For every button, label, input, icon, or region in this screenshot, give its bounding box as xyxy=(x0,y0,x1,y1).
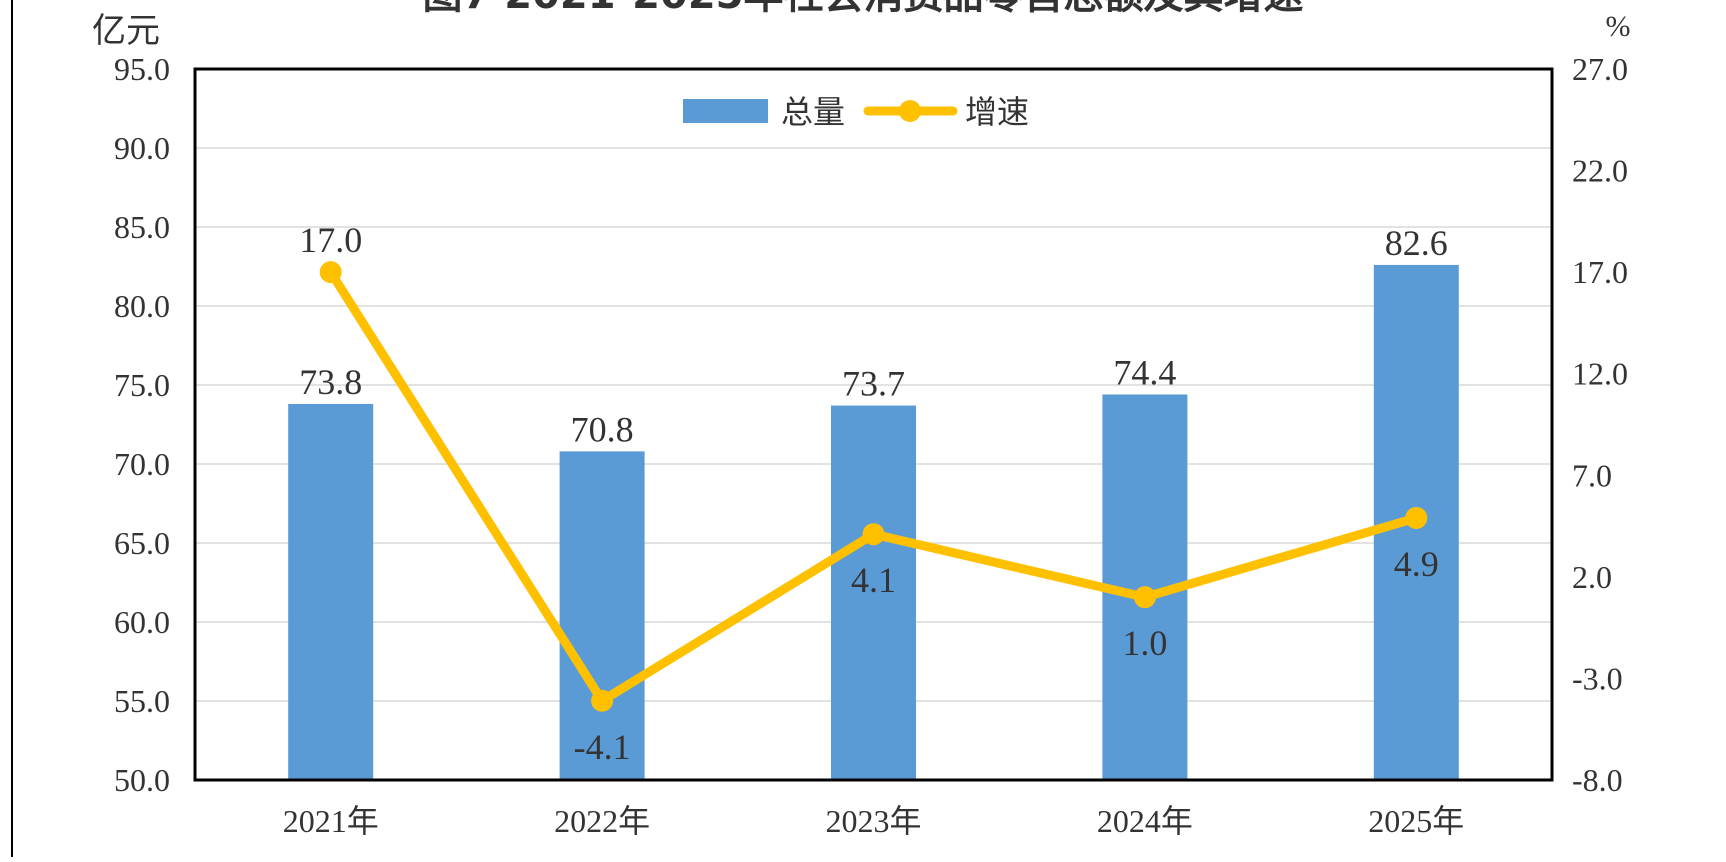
bar-2023年 xyxy=(831,405,916,780)
x-axis: 2021年 2022年 2023年 2024年 2025年 xyxy=(283,803,1465,839)
bar-value-label: 73.8 xyxy=(299,362,362,402)
bar-value-label: 70.8 xyxy=(571,409,634,449)
x-tick-label: 2021年 xyxy=(283,803,379,839)
line-value-label: 4.9 xyxy=(1394,544,1439,584)
line-value-label: 1.0 xyxy=(1122,623,1167,663)
bar-value-label: 82.6 xyxy=(1385,223,1448,263)
left-tick-label: 60.0 xyxy=(114,604,170,640)
line-value-label: 17.0 xyxy=(299,220,362,260)
left-tick-label: 95.0 xyxy=(114,51,170,87)
right-axis-unit: % xyxy=(1606,10,1631,43)
legend-label-total: 总量 xyxy=(781,93,845,131)
growth-point xyxy=(591,689,614,712)
left-tick-label: 90.0 xyxy=(114,130,170,166)
right-y-axis: -8.0 -3.0 2.0 7.0 12.0 17.0 22.0 27.0% xyxy=(1572,10,1631,798)
growth-point xyxy=(862,523,885,546)
legend-swatch-total xyxy=(683,99,768,123)
right-tick-label: 17.0 xyxy=(1572,254,1628,290)
x-tick-label: 2023年 xyxy=(825,803,921,839)
x-tick-label: 2022年 xyxy=(554,803,650,839)
right-tick-label: -8.0 xyxy=(1572,762,1623,798)
bar-2022年 xyxy=(559,451,645,780)
legend-label-growth: 增速 xyxy=(965,93,1029,131)
growth-point xyxy=(1405,506,1428,529)
left-tick-label: 80.0 xyxy=(114,288,170,324)
left-tick-label: 70.0 xyxy=(114,446,170,482)
line-value-label: -4.1 xyxy=(574,727,631,767)
left-tick-label: 55.0 xyxy=(114,683,170,719)
legend-marker-growth xyxy=(899,100,921,122)
left-axis-unit: 亿元 xyxy=(92,11,160,51)
right-tick-label: 27.0 xyxy=(1572,51,1628,87)
data-labels: 73.8 70.8 73.7 74.4 82.6 17.0 -4.1 4.1 1.0 4.9 xyxy=(299,220,1448,767)
growth-point xyxy=(319,261,342,284)
right-tick-label: 7.0 xyxy=(1572,457,1612,493)
right-tick-label: 2.0 xyxy=(1572,559,1612,595)
left-tick-label: 75.0 xyxy=(114,367,170,403)
x-tick-label: 2025年 xyxy=(1368,803,1464,839)
x-tick-label: 2024年 xyxy=(1097,803,1193,839)
right-tick-label: -3.0 xyxy=(1572,660,1623,696)
bar-2021年 xyxy=(288,403,374,780)
left-y-axis: 50.0 55.0 60.0 65.0 70.0 75.0 80.0 85.0 90.0 95.0… xyxy=(92,11,170,798)
line-value-label: 4.1 xyxy=(851,560,896,600)
chart-title: 图7 2021-2025年社会消费品零售总额及其增速 xyxy=(422,0,1303,18)
left-tick-label: 85.0 xyxy=(114,209,170,245)
legend: 总量 增速 xyxy=(683,93,1029,131)
bar-value-label: 74.4 xyxy=(1113,352,1176,392)
plot-area-border xyxy=(193,67,1554,782)
right-tick-label: 22.0 xyxy=(1572,153,1628,189)
right-tick-label: 12.0 xyxy=(1572,356,1628,392)
bar-value-label: 73.7 xyxy=(842,364,905,404)
growth-point xyxy=(1133,586,1156,609)
left-tick-label: 50.0 xyxy=(114,762,170,798)
line-series-growth xyxy=(319,261,1428,712)
left-tick-label: 65.0 xyxy=(114,525,170,561)
